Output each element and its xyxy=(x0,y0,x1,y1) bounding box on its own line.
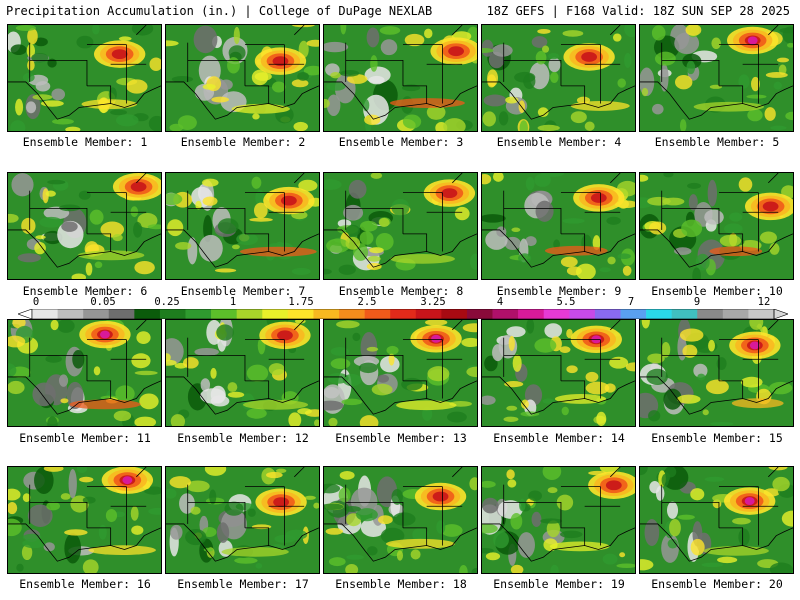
ensemble-member-map xyxy=(7,24,162,132)
colorbar-tick-label: 1.75 xyxy=(288,296,314,308)
color-scale-bar xyxy=(18,309,788,319)
ensemble-member-label: Ensemble Member: 1 xyxy=(22,135,148,149)
colorbar-tick-label: 9 xyxy=(693,296,701,308)
ensemble-member-map xyxy=(165,319,320,427)
colorbar-segment xyxy=(236,309,263,319)
colorbar-segment xyxy=(211,309,237,319)
colorbar-segment xyxy=(287,309,314,319)
colorbar-segment xyxy=(697,309,724,319)
ensemble-member-map xyxy=(639,466,794,574)
colorbar-segment xyxy=(543,309,570,319)
colorbar-segment xyxy=(594,309,621,319)
colorbar-segment xyxy=(339,309,365,319)
ensemble-member-map xyxy=(481,172,636,280)
ensemble-member-label: Ensemble Member: 18 xyxy=(335,577,467,591)
ensemble-member-map xyxy=(323,24,478,132)
ensemble-member-map xyxy=(639,172,794,280)
ensemble-member-label: Ensemble Member: 7 xyxy=(180,284,306,298)
colorbar-tick-label: 1 xyxy=(229,296,237,308)
ensemble-member-label: Ensemble Member: 14 xyxy=(493,431,625,445)
ensemble-member-map xyxy=(481,319,636,427)
colorbar-segment xyxy=(415,309,442,319)
colorbar-tick-label: 0.05 xyxy=(90,296,116,308)
ensemble-member-map xyxy=(481,24,636,132)
ensemble-member-map xyxy=(165,172,320,280)
ensemble-member-label: Ensemble Member: 6 xyxy=(22,284,148,298)
colorbar-segment xyxy=(748,309,775,319)
colorbar-segment xyxy=(671,309,698,319)
colorbar-tick-label: 5.5 xyxy=(556,296,576,308)
colorbar-right-arrow xyxy=(773,309,788,319)
ensemble-member-map xyxy=(7,466,162,574)
ensemble-member-label: Ensemble Member: 19 xyxy=(493,577,625,591)
colorbar-left-arrow xyxy=(18,309,33,319)
colorbar-segment xyxy=(134,309,161,319)
ensemble-member-label: Ensemble Member: 9 xyxy=(496,284,622,298)
colorbar-segment xyxy=(364,309,391,319)
colorbar-segment xyxy=(159,309,186,319)
ensemble-member-map xyxy=(165,24,320,132)
ensemble-member-map xyxy=(323,466,478,574)
ensemble-member-label: Ensemble Member: 15 xyxy=(651,431,783,445)
map-title: Precipitation Accumulation (in.) | Colle… xyxy=(6,4,433,18)
colorbar-segment xyxy=(83,309,110,319)
colorbar-tick-label: 2.5 xyxy=(357,296,377,308)
colorbar-segment xyxy=(518,309,545,319)
ensemble-member-label: Ensemble Member: 11 xyxy=(19,431,151,445)
ensemble-member-label: Ensemble Member: 4 xyxy=(496,135,622,149)
colorbar-segment xyxy=(492,309,519,319)
ensemble-member-label: Ensemble Member: 20 xyxy=(651,577,783,591)
ensemble-member-label: Ensemble Member: 10 xyxy=(651,284,783,298)
ensemble-member-map xyxy=(481,466,636,574)
colorbar-segment xyxy=(646,309,672,319)
ensemble-member-map xyxy=(639,24,794,132)
colorbar-tick-label: 0 xyxy=(32,296,40,308)
ensemble-member-map xyxy=(7,172,162,280)
colorbar-segment xyxy=(108,309,135,319)
ensemble-member-label: Ensemble Member: 16 xyxy=(19,577,151,591)
colorbar-segment xyxy=(32,309,58,319)
colorbar-segment xyxy=(57,309,84,319)
ensemble-member-label: Ensemble Member: 3 xyxy=(338,135,464,149)
ensemble-member-map xyxy=(323,319,478,427)
ensemble-member-map xyxy=(639,319,794,427)
ensemble-member-label: Ensemble Member: 17 xyxy=(177,577,309,591)
colorbar-segment xyxy=(620,309,647,319)
ensemble-member-label: Ensemble Member: 5 xyxy=(654,135,780,149)
ensemble-member-label: Ensemble Member: 13 xyxy=(335,431,467,445)
colorbar-segment xyxy=(185,309,212,319)
colorbar-segment xyxy=(390,309,417,319)
ensemble-member-map xyxy=(323,172,478,280)
ensemble-member-label: Ensemble Member: 8 xyxy=(338,284,464,298)
colorbar-segment xyxy=(262,309,289,319)
colorbar-segment xyxy=(569,309,596,319)
ensemble-member-label: Ensemble Member: 12 xyxy=(177,431,309,445)
colorbar-segment xyxy=(313,309,340,319)
ensemble-member-map xyxy=(7,319,162,427)
colorbar-tick-label: 12 xyxy=(757,296,771,308)
colorbar-tick-label: 3.25 xyxy=(420,296,446,308)
valid-time: 18Z GEFS | F168 Valid: 18Z SUN SEP 28 20… xyxy=(486,4,790,18)
ensemble-member-label: Ensemble Member: 2 xyxy=(180,135,306,149)
colorbar-segment xyxy=(441,309,468,319)
colorbar-segment xyxy=(722,309,749,319)
colorbar-tick-label: 7 xyxy=(627,296,635,308)
colorbar-tick-label: 4 xyxy=(496,296,504,308)
ensemble-member-map xyxy=(165,466,320,574)
colorbar-segment xyxy=(466,309,493,319)
colorbar-tick-label: 0.25 xyxy=(154,296,180,308)
